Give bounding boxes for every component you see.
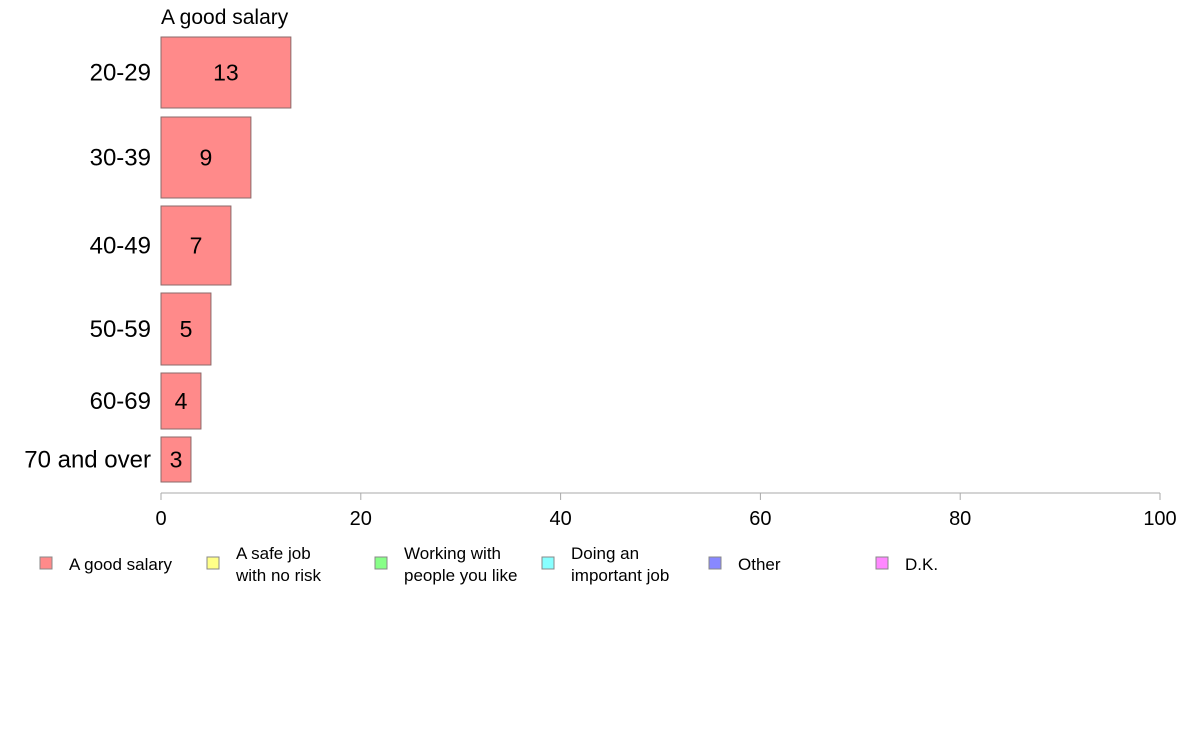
legend-item: Doing an important job [541, 544, 669, 585]
x-tick-label: 20 [350, 508, 372, 530]
x-tick-label: 40 [549, 508, 571, 530]
legend-item: A good salary [39, 555, 173, 574]
legend-label: A good salary [69, 555, 173, 574]
x-tick-label: 60 [749, 508, 771, 530]
category-label: 30-39 [90, 145, 151, 172]
bar-30-39-series-0 [160, 116, 252, 199]
x-axis: 0 20 40 60 80 100 [155, 492, 1177, 530]
legend-swatch [541, 556, 555, 570]
legend-item: Other [708, 555, 781, 574]
category-label: 20-29 [90, 60, 151, 87]
bar-60-69-series-0 [160, 372, 202, 430]
legend-item: A safe job with no risk [206, 544, 322, 585]
bar-20-29-series-0 [160, 36, 292, 109]
legend-label: important job [571, 566, 669, 585]
panel-title: A good salary [161, 6, 289, 29]
x-tick-label: 100 [1143, 508, 1176, 530]
category-label: 40-49 [90, 233, 151, 260]
legend-swatch [374, 556, 388, 570]
legend-label: people you like [404, 566, 517, 585]
legend-label: Working with [404, 544, 501, 563]
legend-label: Other [738, 555, 781, 574]
bar-value-label: 7 [190, 233, 203, 259]
legend-label: Doing an [571, 544, 639, 563]
legend-swatch [206, 556, 220, 570]
bars-group: 13 9 7 5 4 3 [160, 36, 292, 483]
bar-value-label: 9 [200, 145, 213, 171]
legend-label: A safe job [236, 544, 311, 563]
bar-70-and-over-series-0 [160, 436, 192, 483]
legend-swatch [39, 556, 53, 570]
legend-label: with no risk [235, 566, 322, 585]
category-label: 70 and over [24, 447, 151, 474]
legend-item: Working with people you like [374, 544, 517, 585]
legend-swatch [708, 556, 722, 570]
category-label: 50-59 [90, 316, 151, 343]
legend-label: D.K. [905, 555, 938, 574]
category-label: 60-69 [90, 388, 151, 415]
x-tick-label: 80 [949, 508, 971, 530]
bar-40-49-series-0 [160, 205, 232, 286]
legend: A good salary A safe job with no risk Worki… [39, 544, 938, 585]
bar-value-label: 4 [175, 388, 188, 414]
bar-value-label: 13 [213, 60, 239, 86]
bar-50-59-series-0 [160, 292, 212, 366]
x-tick-label: 0 [155, 508, 166, 530]
bar-value-label: 5 [180, 316, 193, 342]
category-labels: 20-29 30-39 40-49 50-59 60-69 70 and over [24, 60, 151, 474]
legend-swatch [875, 556, 889, 570]
legend-item: D.K. [875, 555, 938, 574]
bar-value-label: 3 [170, 447, 183, 473]
